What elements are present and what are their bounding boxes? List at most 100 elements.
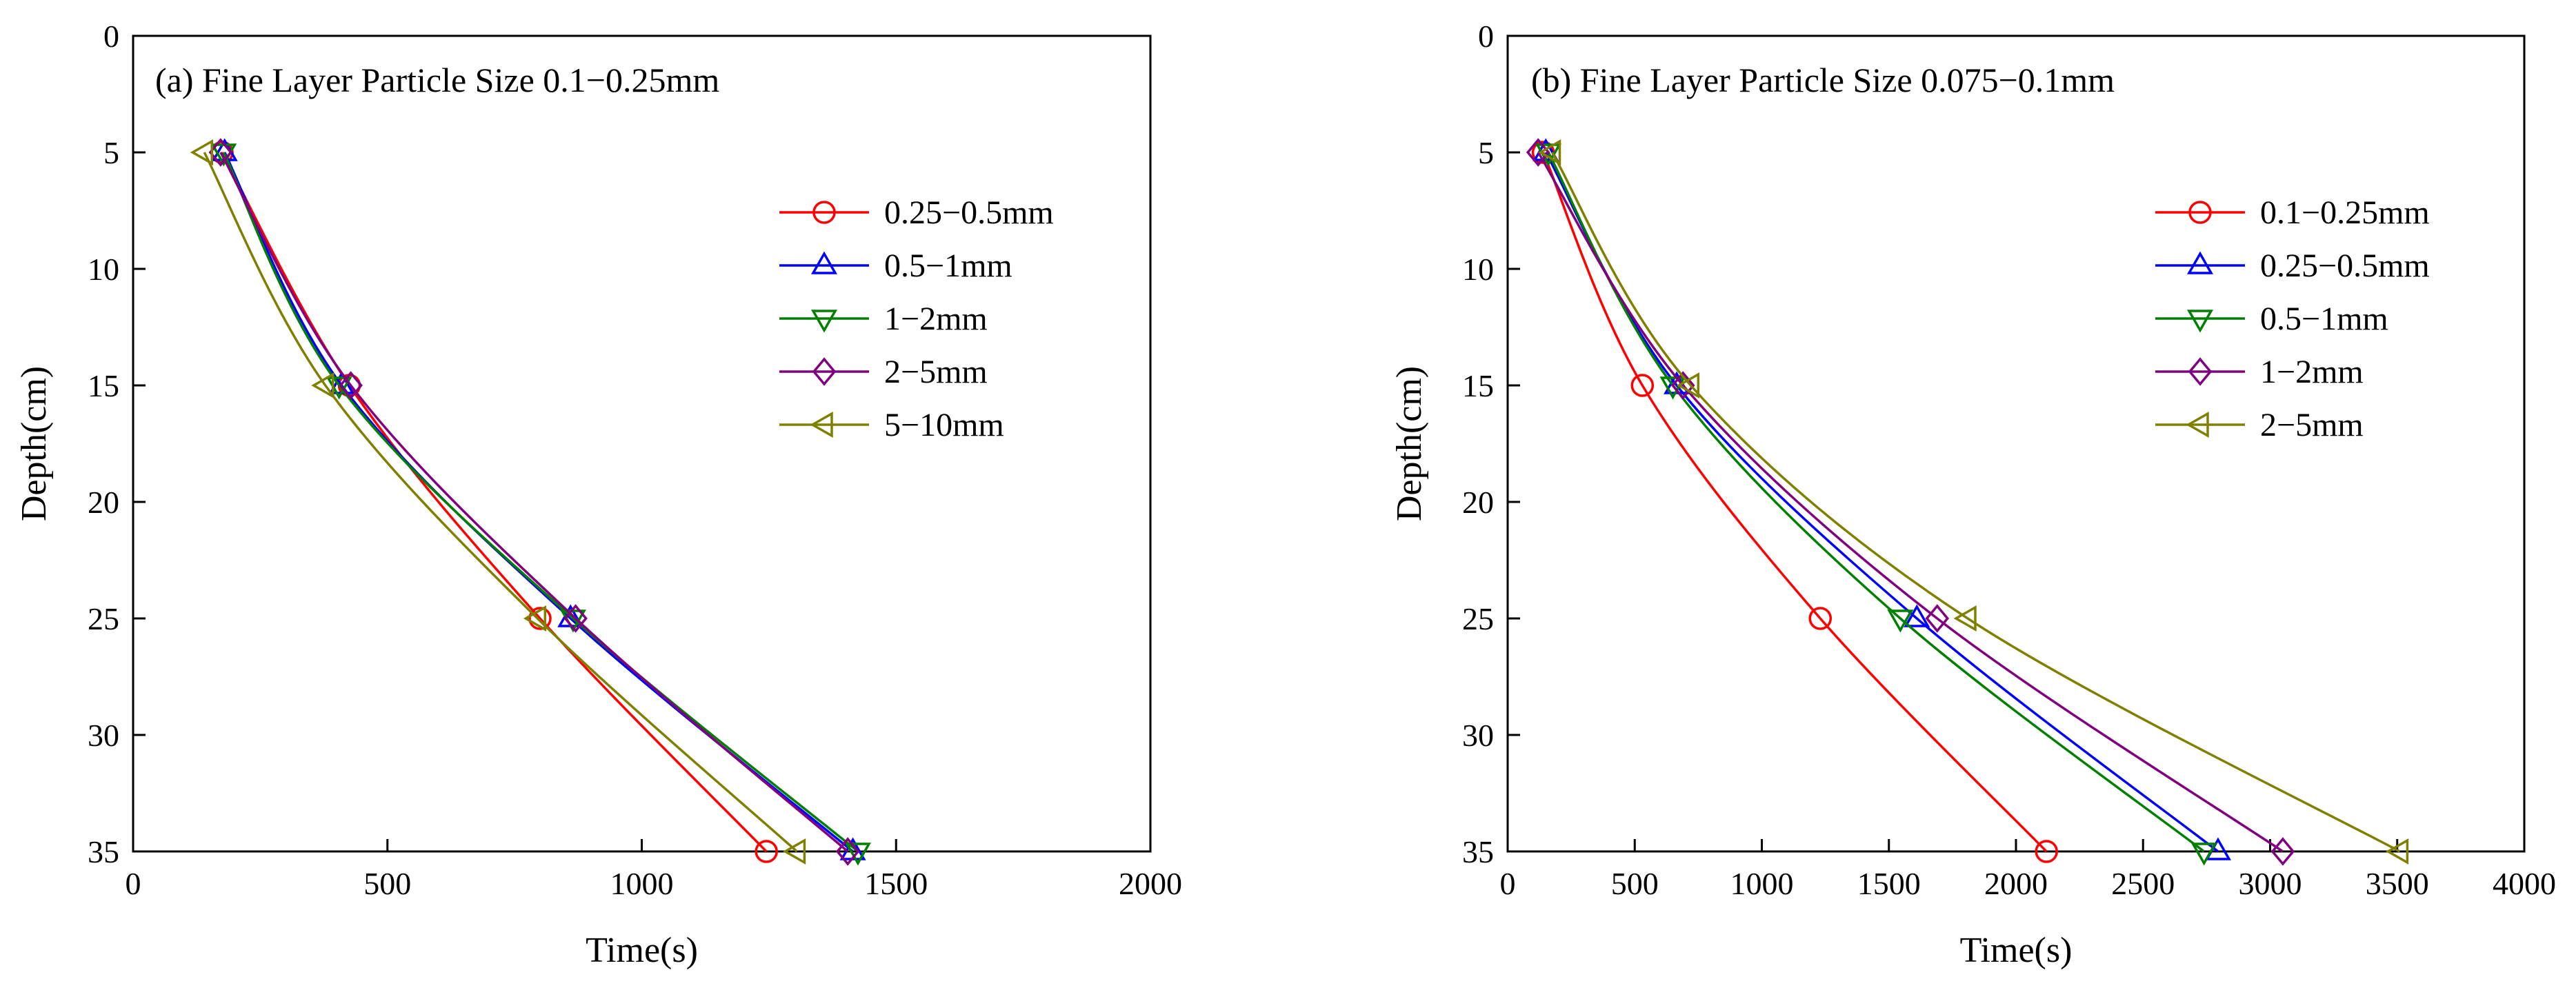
legend-marker [2188,357,2213,386]
legend-entry: 2−5mm [2155,407,2364,443]
y-tick-label: 10 [88,252,119,287]
y-tick-label: 0 [103,19,119,54]
x-tick-label: 1000 [1730,866,1794,901]
data-point [523,605,547,632]
y-tick-label: 35 [88,834,119,869]
y-tick-label: 5 [103,135,119,170]
data-point [844,842,871,866]
panel-title: (b) Fine Layer Particle Size 0.075−0.1mm [1531,61,2115,99]
series-line [221,152,768,853]
legend-label: 1−2mm [2260,354,2364,390]
y-tick-label: 20 [88,485,119,520]
y-tick-label: 10 [1462,252,1494,287]
data-point [1904,604,1930,627]
data-point [1526,138,1550,167]
data-point [1670,371,1695,400]
series-line [1537,152,2284,853]
series-line [1550,152,2401,853]
data-point [2190,842,2217,866]
series-line [223,152,854,853]
series-0 [210,141,778,863]
x-tick-label: 3500 [2366,866,2429,901]
data-point [311,372,335,399]
y-tick-label: 30 [1462,718,1494,753]
data-point [1676,372,1700,399]
data-point [1537,139,1561,166]
legend-marker [2186,251,2214,274]
series-line [1541,152,2048,853]
data-point [563,604,588,633]
legend-entry: 2−5mm [779,354,988,390]
plot-frame [132,34,1152,853]
data-point [208,138,233,167]
legend-entry: 1−2mm [2155,354,2364,390]
series-2 [210,143,871,866]
data-point [1887,609,1914,633]
y-tick-label: 0 [1478,19,1494,54]
series-0 [1531,141,2058,863]
legend-marker [2186,411,2209,438]
series-3 [1526,138,2295,866]
data-point [1925,604,1950,633]
y-tick-label: 25 [1462,601,1494,636]
legend-marker [2188,201,2212,224]
data-point [2204,837,2231,860]
y-tick-label: 25 [88,601,119,636]
legend-marker [810,310,838,333]
legend-entry: 0.25−0.5mm [2155,248,2430,284]
series-4 [1537,139,2409,865]
legend-label: 2−5mm [884,354,988,390]
series-line [222,152,859,853]
chart-panel-a: 0 500 1000 1500 2000 0 5 10 15 20 25 30 35 Time(s) Dep… [14,19,1182,970]
series-4 [190,139,806,865]
plot-frame [1506,34,2526,853]
x-tick-label: 0 [1500,866,1516,901]
legend-label: 0.25−0.5mm [884,194,1054,231]
x-tick-label: 4000 [2493,866,2556,901]
legend-entry: 0.1−0.25mm [2155,194,2430,231]
data-point [2385,838,2409,865]
data-point [1808,607,1833,630]
legend-label: 0.1−0.25mm [2260,194,2430,231]
series-line [1544,152,2219,853]
y-tick-label: 20 [1462,485,1494,520]
data-point [755,840,778,863]
legend-entry: 1−2mm [779,301,988,337]
legend-label: 0.5−1mm [884,248,1012,284]
data-point [1953,605,1977,632]
chart-panel-b: 0 500 1000 1500 2000 2500 3000 3500 4000 0 5 10 15 20… [1390,19,2556,970]
legend-label: 2−5mm [2260,407,2364,443]
x-tick-label: 500 [363,866,411,901]
x-tick-label: 2000 [1984,866,2048,901]
series-1 [211,138,866,860]
data-point [1659,376,1686,400]
legend-entry: 5−10mm [779,407,1004,443]
legend-label: 1−2mm [884,301,988,337]
legend-marker [812,201,836,224]
y-tick-label: 15 [88,368,119,403]
data-point [339,371,363,400]
series-3 [208,138,860,866]
legend-entry: 0.5−1mm [2155,301,2388,337]
x-tick-label: 2500 [2111,866,2175,901]
legend-entry: 0.25−0.5mm [779,194,1054,231]
x-axis-title: Time(s) [1960,931,2073,970]
x-tick-label: 0 [126,866,141,901]
x-tick-label: 3000 [2239,866,2302,901]
data-point [190,139,213,166]
x-tick-label: 1000 [610,866,674,901]
data-point [1630,374,1655,397]
x-tick-label: 500 [1611,866,1659,901]
data-point [2270,837,2295,866]
y-tick-label: 35 [1462,834,1494,869]
data-point [835,837,860,866]
y-tick-label: 30 [88,718,119,753]
legend-marker [810,411,833,438]
series-line [219,152,849,853]
legend-marker [812,357,837,386]
legend-marker [2186,310,2214,333]
data-point [2035,840,2058,863]
series-line [1547,152,2205,853]
x-tick-label: 2000 [1119,866,1182,901]
